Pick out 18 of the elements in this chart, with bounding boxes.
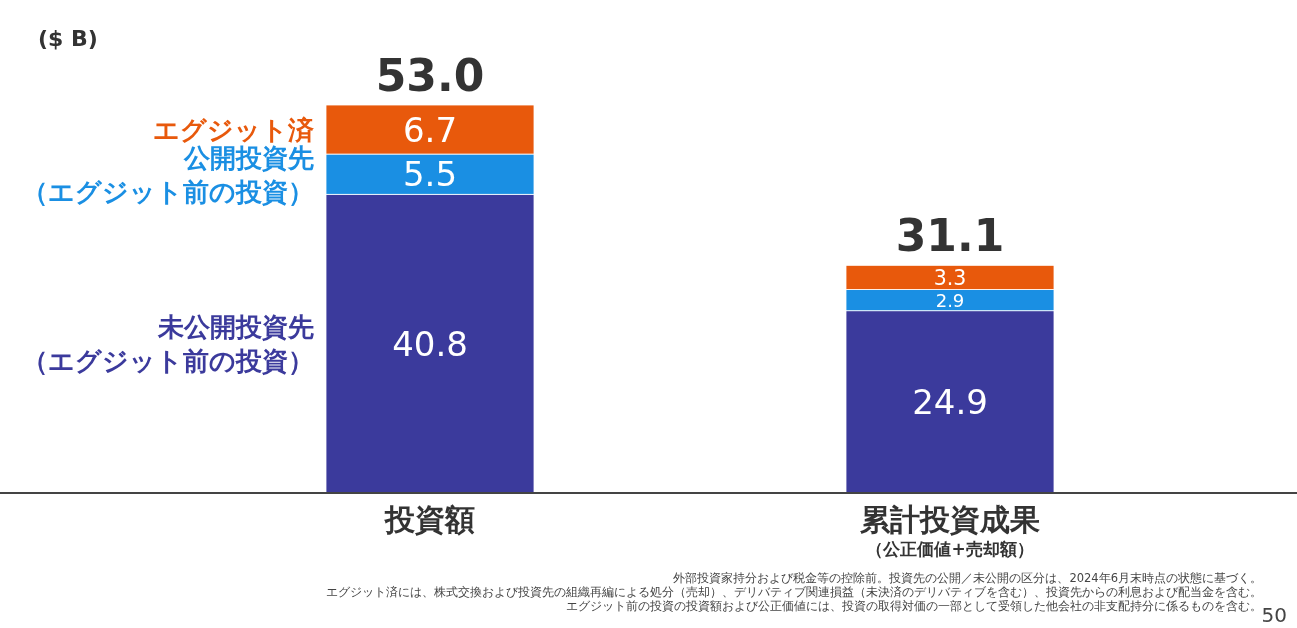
data-label: 5.5 — [402, 154, 458, 195]
x-tick-label: 累計投資成果（公正価値+売却額） — [859, 502, 1040, 559]
series-label: エグジット済 — [153, 114, 314, 145]
total-label: 31.1 — [895, 210, 1005, 262]
series-label: 未公開投資先（エグジット前の投資） — [22, 312, 314, 377]
y-axis-title: ($ B) — [38, 26, 98, 51]
x-tick-label: 投資額 — [384, 502, 475, 537]
total-label: 53.0 — [375, 50, 485, 101]
data-label: 40.8 — [392, 323, 468, 364]
text: 50 — [1261, 603, 1287, 627]
data-label: 2.9 — [935, 289, 965, 311]
data-label: 3.3 — [933, 265, 967, 290]
text: エグジット前の投資の投資額および公正価値には、投資の取得対価の一部として受領した他会社の非支配持分に係るものを含む。 — [566, 599, 1262, 613]
series-label: 公開投資先（エグジット前の投資） — [22, 142, 314, 207]
text: エグジット済には、株式交換および投資先の組織再編による処分（売却）、デリバティブ関連損益（未決済のデリバティブを含む）、投資先からの利息および配当金を含む。 — [326, 585, 1262, 599]
data-label: 24.9 — [912, 382, 988, 423]
text: 外部投資家持分および税金等の控除前。投資先の公開／未公開の区分は、2024年6月末時点の状態に基づく。 — [673, 571, 1262, 585]
data-label: 6.7 — [402, 109, 458, 150]
